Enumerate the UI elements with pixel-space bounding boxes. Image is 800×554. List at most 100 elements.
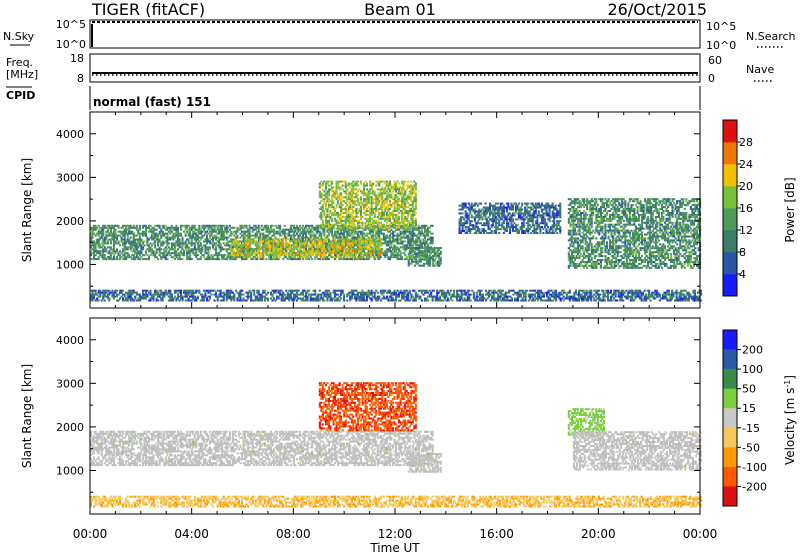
scatter-cell: [436, 260, 439, 263]
scatter-cell: [225, 258, 228, 261]
scatter-cell: [410, 223, 413, 226]
scatter-cell: [382, 242, 385, 245]
scatter-cell: [378, 234, 381, 237]
scatter-cell: [567, 266, 570, 269]
scatter-cell: [176, 238, 179, 241]
scatter-cell: [479, 232, 482, 234]
scatter-cell: [372, 232, 375, 235]
scatter-cell: [268, 232, 271, 235]
scatter-cell: [536, 202, 539, 205]
scatter-cell: [472, 228, 475, 231]
scatter-cell: [349, 186, 352, 189]
scatter-cell: [227, 230, 230, 233]
scatter-cell: [381, 228, 384, 231]
scatter-cell: [184, 226, 187, 229]
scatter-cell: [545, 204, 548, 207]
scatter-cell: [390, 186, 393, 189]
scatter-cell: [265, 234, 268, 237]
scatter-cell: [398, 225, 401, 228]
scatter-cell: [484, 218, 487, 221]
scatter-cell: [508, 232, 511, 234]
scatter-cell: [297, 230, 300, 233]
scatter-cell: [536, 220, 539, 223]
scatter-cell: [277, 252, 280, 254]
scatter-cell: [251, 258, 254, 261]
scatter-cell: [199, 248, 202, 251]
scatter-cell: [387, 242, 390, 245]
scatter-cell: [306, 224, 309, 227]
scatter-cell: [199, 250, 202, 253]
scatter-cell: [382, 236, 385, 239]
scatter-cell: [510, 220, 513, 223]
scatter-cell: [364, 248, 367, 251]
scatter-cell: [306, 250, 309, 253]
scatter-cell: [398, 238, 401, 241]
scatter-cell: [559, 210, 562, 213]
scatter-cell: [376, 200, 379, 203]
scatter-cell: [307, 240, 310, 243]
scatter-cell: [224, 248, 227, 251]
scatter-cell: [237, 254, 240, 256]
scatter-cell: [405, 256, 408, 259]
scatter-cell: [183, 230, 186, 233]
scatter-cell: [151, 234, 154, 237]
scatter-cell: [432, 264, 435, 267]
scatter-cell: [323, 213, 326, 216]
scatter-cell: [396, 225, 399, 228]
scatter-cell: [337, 212, 340, 214]
scatter-cell: [402, 180, 405, 183]
scatter-cell: [384, 210, 387, 212]
scatter-cell: [269, 230, 272, 233]
scatter-cell: [283, 232, 286, 235]
scatter-cell: [97, 238, 100, 241]
scatter-cell: [419, 230, 422, 233]
scatter-cell: [433, 254, 436, 257]
scatter-cell: [119, 250, 122, 253]
scatter-cell: [414, 192, 417, 195]
scatter-cell: [259, 258, 262, 261]
scatter-cell: [376, 194, 379, 197]
scatter-cell: [553, 222, 556, 225]
scatter-cell: [269, 228, 272, 231]
scatter-cell: [390, 212, 393, 214]
scatter-cell: [392, 202, 395, 205]
scatter-cell: [180, 252, 183, 255]
scatter-cell: [324, 206, 327, 209]
scatter-cell: [469, 220, 472, 223]
scatter-cell: [310, 252, 313, 254]
scatter-cell: [114, 234, 117, 237]
scatter-cell: [516, 212, 519, 215]
scatter-cell: [303, 242, 306, 245]
scatter-cell: [569, 245, 572, 248]
scatter-cell: [309, 230, 312, 233]
scatter-cell: [384, 190, 387, 193]
scatter-cell: [175, 224, 178, 227]
scatter-cell: [320, 212, 323, 214]
scatter-cell: [380, 244, 383, 247]
scatter-cell: [461, 224, 464, 227]
scatter-cell: [410, 232, 413, 235]
scatter-cell: [418, 249, 421, 251]
scatter-cell: [369, 225, 372, 228]
scatter-cell: [353, 200, 356, 203]
scatter-cell: [349, 190, 352, 193]
scatter-cell: [146, 240, 149, 243]
scatter-cell: [436, 262, 439, 265]
scatter-cell: [141, 254, 144, 257]
scatter-cell: [351, 248, 354, 251]
scatter-cell: [154, 244, 157, 247]
scatter-cell: [557, 228, 560, 231]
scatter-cell: [373, 250, 376, 253]
scatter-cell: [292, 236, 295, 239]
scatter-cell: [278, 252, 281, 254]
scatter-cell: [470, 214, 473, 217]
scatter-cell: [312, 232, 315, 235]
scatter-cell: [251, 250, 254, 253]
scatter-cell: [525, 222, 528, 225]
scatter-cell: [157, 240, 160, 243]
scatter-cell: [140, 250, 143, 253]
scatter-cell: [301, 256, 304, 258]
scatter-cell: [364, 184, 367, 187]
scatter-cell: [106, 246, 109, 249]
scatter-cell: [551, 214, 554, 217]
